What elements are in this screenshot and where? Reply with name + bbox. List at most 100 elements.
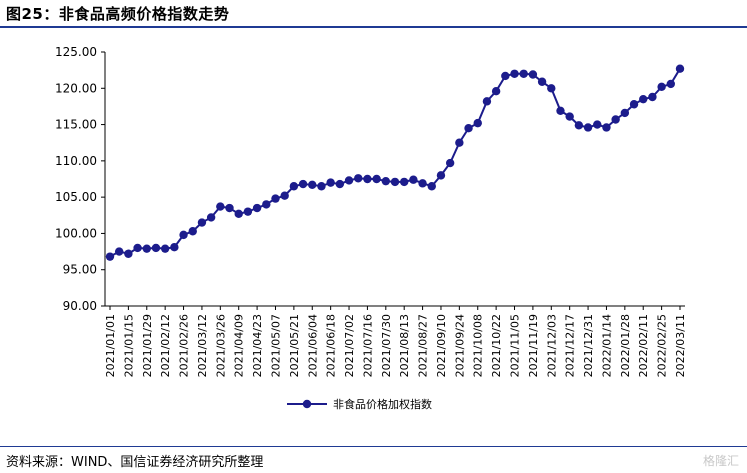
- data-point: [657, 82, 666, 92]
- x-tick-label: 2021/06/04: [306, 314, 319, 377]
- y-tick-label: 120.00: [55, 81, 97, 95]
- x-tick-label: 2021/08/13: [398, 314, 411, 377]
- source-note: 资料来源：WIND、国信证券经济研究所整理: [6, 455, 264, 470]
- data-point: [243, 207, 253, 216]
- data-point: [225, 203, 234, 213]
- series-points: [105, 64, 685, 261]
- data-point: [271, 194, 280, 203]
- x-tick-labels: 2021/01/01 2021/01/15 2021/01/29 2021/02/12…: [104, 306, 687, 377]
- x-tick-label: 2021/03/12: [196, 314, 209, 377]
- data-point: [556, 106, 565, 115]
- data-point: [473, 118, 482, 128]
- x-tick-label: 2022/02/25: [656, 314, 669, 377]
- data-point: [629, 100, 639, 109]
- data-point: [142, 244, 151, 253]
- data-point: [280, 191, 289, 200]
- data-point: [363, 174, 372, 184]
- data-point: [648, 92, 657, 102]
- data-point: [206, 213, 216, 222]
- y-tick-label: 95.00: [63, 263, 97, 277]
- x-tick-label: 2021/10/22: [490, 314, 503, 377]
- data-point: [455, 138, 464, 147]
- data-point: [418, 179, 427, 188]
- data-point: [289, 182, 299, 191]
- x-tick-label: 2021/04/23: [251, 314, 264, 377]
- x-tick-label: 2021/02/26: [178, 314, 191, 377]
- x-tick-label: 2021/10/08: [472, 314, 485, 377]
- data-point: [583, 123, 593, 132]
- data-point: [114, 247, 124, 256]
- data-point: [620, 108, 630, 118]
- x-tick-label: 2021/04/09: [233, 314, 246, 377]
- data-point: [491, 86, 501, 96]
- y-tick-labels: 90.00 95.00 100.00 105.00 110.00 115.00 120.00…: [55, 45, 105, 313]
- data-point: [574, 121, 584, 130]
- legend-label: 非食品价格加权指数: [333, 397, 432, 411]
- data-point: [390, 177, 400, 187]
- data-point: [399, 177, 409, 187]
- data-point: [170, 243, 179, 252]
- x-tick-label: 2021/11/05: [509, 314, 522, 377]
- data-point: [124, 249, 133, 258]
- x-tick-label: 2021/12/03: [545, 314, 558, 377]
- x-tick-label: 2021/07/16: [361, 314, 374, 377]
- data-point: [372, 174, 381, 184]
- data-point: [197, 218, 207, 227]
- data-point: [344, 176, 354, 185]
- data-point: [510, 69, 519, 78]
- data-point: [427, 182, 436, 191]
- x-tick-label: 2021/01/01: [104, 314, 117, 377]
- x-tick-label: 2021/09/10: [435, 314, 448, 377]
- data-point: [519, 69, 528, 78]
- data-point: [381, 176, 391, 186]
- data-point: [335, 179, 345, 189]
- figure-title: 图25：非食品高频价格指数走势: [6, 5, 230, 23]
- data-point: [639, 94, 648, 104]
- x-tick-label: 2021/02/12: [159, 314, 172, 377]
- y-tick-label: 110.00: [55, 154, 97, 168]
- x-tick-label: 2021/07/30: [380, 314, 393, 377]
- data-point: [133, 243, 142, 253]
- data-point: [547, 84, 556, 93]
- data-point: [179, 230, 188, 240]
- data-point: [308, 180, 317, 190]
- data-point: [666, 79, 676, 89]
- y-tick-label: 90.00: [63, 299, 97, 313]
- line-chart: 90.00 95.00 100.00 105.00 110.00 115.00 120.00…: [55, 45, 687, 411]
- data-point: [501, 71, 510, 81]
- x-tick-label: 2021/06/18: [325, 314, 338, 377]
- data-point: [252, 203, 262, 213]
- x-tick-label: 2022/02/11: [637, 314, 650, 377]
- data-point: [317, 182, 326, 191]
- x-tick-label: 2022/03/11: [674, 314, 687, 377]
- data-point: [675, 64, 685, 73]
- x-tick-label: 2021/07/02: [343, 314, 356, 377]
- data-point: [354, 174, 363, 183]
- data-point: [151, 243, 161, 253]
- data-point: [602, 123, 611, 132]
- title-underline: [0, 26, 747, 28]
- data-point: [537, 77, 547, 86]
- x-tick-label: 2021/11/19: [527, 314, 540, 377]
- data-point: [298, 179, 308, 189]
- x-tick-label: 2022/01/14: [600, 314, 613, 377]
- data-point: [216, 202, 225, 211]
- data-point: [326, 178, 335, 187]
- y-tick-label: 125.00: [55, 45, 97, 59]
- y-tick-label: 105.00: [55, 190, 97, 204]
- x-tick-label: 2021/05/07: [269, 314, 282, 377]
- x-tick-label: 2021/12/17: [564, 314, 577, 377]
- legend: 非食品价格加权指数: [287, 397, 432, 411]
- data-point: [445, 158, 455, 168]
- watermark-logo: 格隆汇: [702, 454, 739, 468]
- data-point: [436, 171, 446, 180]
- x-tick-label: 2021/05/21: [288, 314, 301, 377]
- y-tick-label: 100.00: [55, 226, 97, 240]
- x-tick-label: 2021/01/15: [122, 314, 135, 377]
- data-point: [593, 120, 602, 129]
- data-point: [409, 175, 418, 184]
- data-point: [188, 227, 197, 236]
- data-point: [234, 209, 243, 219]
- data-point: [160, 244, 170, 253]
- x-tick-label: 2021/08/27: [417, 314, 430, 377]
